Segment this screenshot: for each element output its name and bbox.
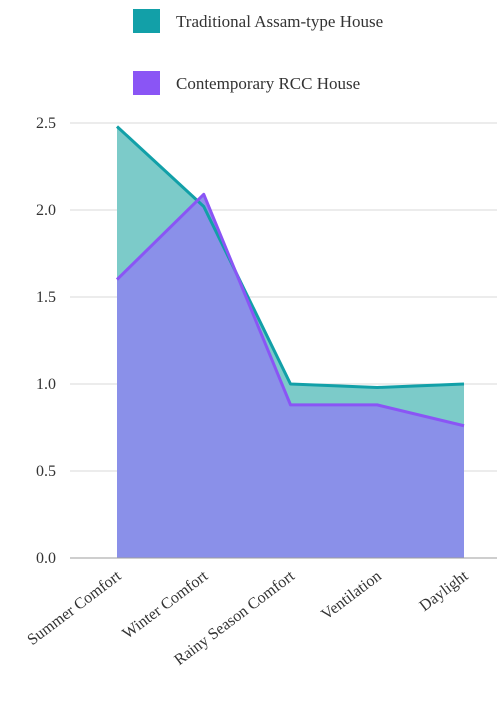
- x-category-label: Summer Comfort: [24, 567, 124, 649]
- x-category-label: Winter Comfort: [119, 567, 211, 642]
- y-tick-label: 2.0: [36, 202, 56, 219]
- y-tick-label: 0.0: [36, 550, 56, 567]
- line-series-1: [115, 192, 465, 428]
- x-category-label: Daylight: [416, 567, 471, 615]
- legend: Traditional Assam-type House Contemporar…: [133, 9, 383, 95]
- y-tick-label: 1.5: [36, 289, 56, 306]
- series-areas: [117, 126, 464, 558]
- legend-swatch-traditional: [133, 9, 160, 33]
- legend-label-traditional: Traditional Assam-type House: [176, 12, 383, 31]
- y-tick-label: 2.5: [36, 115, 56, 132]
- y-axis-tick-labels: 0.0 0.5 1.0 1.5 2.0 2.5: [36, 115, 56, 567]
- area-series-1: [117, 194, 464, 558]
- legend-swatch-contemporary: [133, 71, 160, 95]
- line-series-0: [115, 125, 465, 389]
- legend-label-contemporary: Contemporary RCC House: [176, 74, 360, 93]
- y-tick-label: 0.5: [36, 463, 56, 480]
- x-category-label: Ventilation: [318, 568, 384, 624]
- y-tick-label: 1.0: [36, 376, 56, 393]
- series-lines: [115, 125, 465, 428]
